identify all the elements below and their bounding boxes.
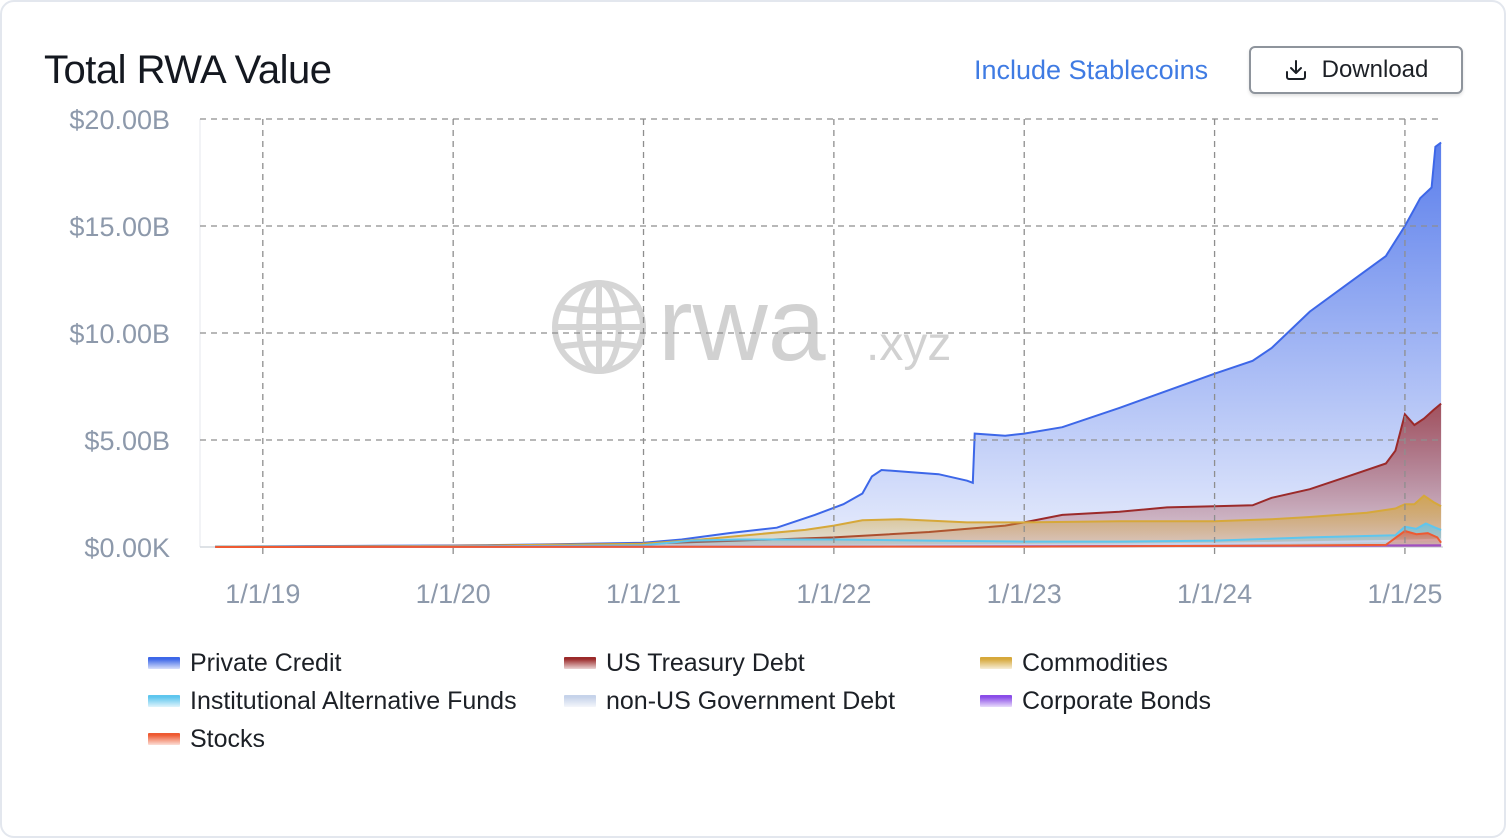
download-button[interactable]: Download bbox=[1249, 46, 1463, 94]
line-private-credit bbox=[215, 141, 1442, 548]
include-stablecoins-toggle[interactable]: Include Stablecoins bbox=[974, 55, 1209, 85]
legend-label: Corporate Bonds bbox=[1022, 686, 1212, 715]
chart-legend: Private Credit US Treasury Debt Commoditie… bbox=[148, 648, 1278, 754]
legend-item[interactable]: Corporate Bonds bbox=[980, 686, 1280, 716]
line-commodities bbox=[215, 494, 1442, 548]
legend-swatch bbox=[564, 695, 596, 707]
area-commodities bbox=[215, 495, 1442, 547]
download-icon bbox=[1284, 58, 1308, 82]
y-tick-label: $5.00B bbox=[84, 426, 170, 456]
rwa-watermark-logo bbox=[552, 280, 646, 374]
legend-label: Institutional Alternative Funds bbox=[190, 686, 517, 715]
download-label: Download bbox=[1321, 56, 1429, 83]
legend-label: US Treasury Debt bbox=[606, 648, 805, 677]
legend-label: Commodities bbox=[1022, 648, 1168, 677]
y-tick-label: $10.00B bbox=[69, 319, 170, 349]
x-tick-label: 1/1/23 bbox=[987, 579, 1062, 609]
legend-swatch bbox=[148, 657, 180, 669]
chart-title: Total RWA Value bbox=[44, 48, 332, 92]
y-tick-label: $0.00K bbox=[84, 533, 170, 563]
watermark-text: rwa bbox=[658, 267, 826, 383]
legend-swatch bbox=[980, 695, 1012, 707]
legend-label: non-US Government Debt bbox=[606, 686, 896, 715]
y-tick-label: $15.00B bbox=[69, 212, 170, 242]
line-institutional-alternative-funds bbox=[215, 522, 1442, 548]
legend-item[interactable]: non-US Government Debt bbox=[564, 686, 980, 716]
y-tick-label: $20.00B bbox=[69, 105, 170, 135]
area-chart: rwa .xyz $0.00K $5.00B $10.00B $15.00B $20.00B… bbox=[69, 105, 1443, 609]
legend-item[interactable]: Stocks bbox=[148, 724, 564, 754]
area-private-credit bbox=[215, 142, 1442, 547]
legend-swatch bbox=[148, 695, 180, 707]
x-tick-label: 1/1/24 bbox=[1177, 579, 1252, 609]
legend-label: Stocks bbox=[190, 724, 266, 753]
legend-swatch bbox=[980, 657, 1012, 669]
legend-item[interactable]: US Treasury Debt bbox=[564, 648, 980, 678]
x-tick-label: 1/1/19 bbox=[225, 579, 300, 609]
watermark-suffix: .xyz bbox=[866, 318, 951, 371]
x-tick-label: 1/1/22 bbox=[796, 579, 871, 609]
legend-label: Private Credit bbox=[190, 648, 342, 677]
x-tick-label: 1/1/25 bbox=[1367, 579, 1442, 609]
legend-item[interactable]: Institutional Alternative Funds bbox=[148, 686, 564, 716]
x-tick-label: 1/1/21 bbox=[606, 579, 681, 609]
legend-swatch bbox=[564, 657, 596, 669]
legend-item[interactable]: Private Credit bbox=[148, 648, 564, 678]
legend-item[interactable]: Commodities bbox=[980, 648, 1280, 678]
x-tick-label: 1/1/20 bbox=[416, 579, 491, 609]
legend-swatch bbox=[148, 733, 180, 745]
